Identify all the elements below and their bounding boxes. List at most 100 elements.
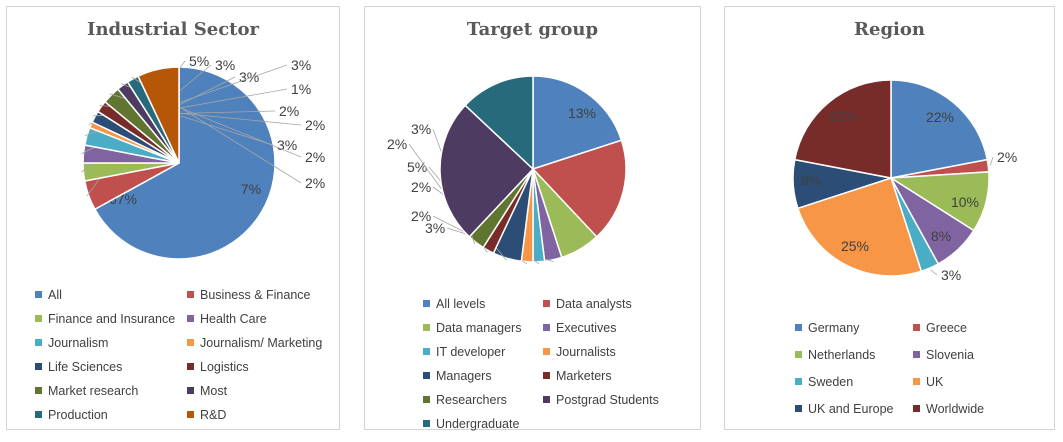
legend-item: Germany — [795, 321, 859, 335]
data-label: 2% — [411, 179, 431, 195]
legend-label: UK and Europe — [808, 402, 894, 416]
legend-item: Logistics — [187, 360, 249, 374]
legend-swatch — [187, 363, 194, 371]
legend-label: Data managers — [436, 321, 522, 335]
legend-item: Postgrad Students — [543, 393, 659, 407]
chart-title: Region — [854, 19, 925, 40]
legend-item: All levels — [423, 297, 485, 311]
legend-swatch — [795, 405, 802, 413]
data-label: 25% — [841, 238, 869, 254]
legend-label: All levels — [436, 297, 486, 311]
data-label: 1% — [291, 81, 311, 97]
legend-swatch — [423, 300, 430, 308]
legend-swatch — [423, 420, 430, 428]
data-label: 3% — [425, 220, 445, 236]
legend-item: Journalists — [543, 345, 616, 359]
legend-item: Business & Finance — [187, 288, 310, 302]
data-label: 3% — [291, 57, 311, 73]
legend-item: UK and Europe — [795, 402, 893, 416]
legend-label: Journalists — [556, 345, 616, 359]
legend-label: R&D — [200, 408, 227, 422]
legend-swatch — [423, 324, 430, 332]
data-label: 8% — [801, 172, 821, 188]
legend-swatch — [913, 351, 920, 359]
legend-item: All — [35, 288, 62, 302]
legend-item: Production — [35, 408, 108, 422]
legend-item: Greece — [913, 321, 967, 335]
data-label: 3% — [277, 137, 297, 153]
pie-slice-germany — [890, 79, 989, 179]
legend-item: Managers — [423, 369, 492, 383]
legend-swatch — [795, 378, 802, 386]
legend-swatch — [423, 348, 430, 356]
legend-item: Slovenia — [913, 348, 974, 362]
legend-label: Marketers — [556, 369, 612, 383]
legend-label: Executives — [556, 321, 617, 335]
legend-item: IT developer — [423, 345, 505, 359]
legend-label: Logistics — [200, 360, 249, 374]
data-label: 3% — [941, 267, 961, 283]
legend-label: All — [48, 288, 62, 302]
data-label: 3% — [215, 57, 235, 73]
chart-title: Target group — [466, 19, 599, 40]
data-label: 7% — [241, 181, 261, 197]
legend-swatch — [423, 372, 430, 380]
pie-slice-worldwide — [793, 79, 892, 179]
chart-panel-region: Region 22% 2% 10% 8% 3% 25% 8% 22% Germany Greec… — [724, 6, 1055, 430]
legend-swatch — [35, 339, 42, 347]
leader-line — [989, 156, 994, 166]
pie-slice-undergraduate — [464, 75, 534, 171]
legend-swatch — [795, 351, 802, 359]
legend-label: Germany — [808, 321, 860, 335]
data-label: 2% — [279, 103, 299, 119]
legend-item: Health Care — [187, 312, 267, 326]
chart-panel-target-group: Target group 20%18%7%3%2%2%5%2%3%25%13% … — [364, 6, 701, 431]
legend-item: Netherlands — [795, 348, 875, 362]
legend-swatch — [543, 396, 550, 404]
legend-item: Data managers — [423, 321, 521, 335]
legend-swatch — [35, 411, 42, 419]
pie-chart-industrial-sector: 67%5% 3%3%3%1%2%2%3%2%2%7% — [81, 53, 325, 260]
legend-label: Netherlands — [808, 348, 876, 362]
legend-swatch — [187, 339, 194, 347]
legend-item: Market research — [35, 384, 138, 398]
legend-item: Journalism — [35, 336, 108, 350]
legend-label: Managers — [436, 369, 492, 383]
data-label: 13% — [568, 105, 596, 121]
legend-label: Production — [48, 408, 108, 422]
legend-label: UK — [926, 375, 944, 389]
legend-label: Worldwide — [926, 402, 985, 416]
legend-swatch — [543, 372, 550, 380]
legend-swatch — [187, 291, 194, 299]
legend-item: Worldwide — [913, 402, 984, 416]
legend-swatch — [423, 396, 430, 404]
legend-label: Sweden — [808, 375, 854, 389]
data-label: 22% — [926, 109, 954, 125]
data-label: 2% — [411, 208, 431, 224]
data-label: 22% — [829, 108, 857, 124]
legend-label: Journalism — [48, 336, 109, 350]
leader-line — [930, 269, 938, 276]
legend-label: Journalism/ Marketing — [200, 336, 323, 350]
data-label: 5% — [189, 53, 209, 69]
legend-label: IT developer — [436, 345, 506, 359]
pie-slice-r-d — [137, 66, 180, 164]
legend-swatch — [35, 291, 42, 299]
legend-item: Journalism/ Marketing — [187, 336, 322, 350]
legend-item: Most — [187, 384, 227, 398]
legend-label: Health Care — [200, 312, 267, 326]
legend-swatch — [187, 387, 194, 395]
legend-label: Life Sciences — [48, 360, 123, 374]
data-label: 2% — [305, 149, 325, 165]
data-label: 2% — [305, 175, 325, 191]
legend-swatch — [913, 324, 920, 332]
pie-chart-target-group: 20%18%7%3%2%2%5%2%3%25%13% — [387, 75, 627, 265]
data-label: 2% — [305, 117, 325, 133]
pie-slice-postgrad-students — [439, 104, 535, 238]
legend-label: Undergraduate — [436, 417, 520, 431]
legend-swatch — [913, 378, 920, 386]
legend-label: Market research — [48, 384, 139, 398]
legend-item: R&D — [187, 408, 226, 422]
data-label: 3% — [239, 69, 259, 85]
legend-swatch — [795, 324, 802, 332]
